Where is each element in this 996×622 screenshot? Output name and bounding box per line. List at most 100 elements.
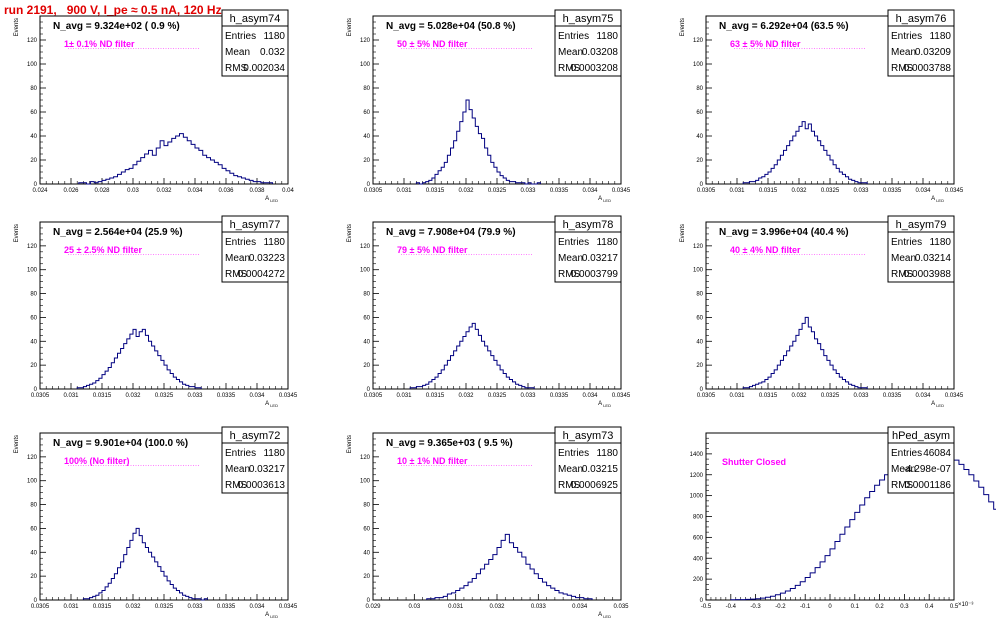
stats-label: Mean [225, 47, 250, 58]
histogram-bin [790, 141, 793, 184]
stats-value: 0.03217 [249, 464, 286, 475]
histogram-bin [108, 368, 111, 389]
histogram-bin [494, 360, 497, 389]
histogram-bin [808, 124, 811, 184]
histogram-bin [765, 379, 768, 389]
histogram-bin [827, 360, 830, 389]
x-tick-label: 0.0335 [550, 188, 569, 194]
histogram-bin [762, 382, 765, 389]
stats-label: Entries [558, 237, 589, 248]
stats-box-frame [887, 215, 955, 283]
x-tick-label: 0 [828, 604, 832, 610]
histogram-bin [865, 498, 870, 600]
histogram-bin [79, 183, 83, 184]
histogram-bin [509, 543, 513, 600]
histogram-bin [413, 388, 416, 389]
histogram-name: h_asym77 [230, 219, 281, 231]
y-tick-label: 20 [30, 158, 37, 164]
histogram-bin [861, 388, 864, 389]
histogram-bin [142, 329, 145, 389]
histogram-bin [187, 141, 191, 184]
y-tick-label: 100 [27, 62, 38, 68]
histogram-bin [839, 377, 842, 389]
histogram-bin [170, 373, 173, 389]
histogram-bin [423, 183, 426, 184]
x-tick-label: 0.024 [32, 188, 48, 194]
x-tick-label: 0.1 [851, 604, 860, 610]
stats-label: Mean [225, 253, 250, 264]
x-axis-title: A LED [931, 401, 944, 408]
y-tick-label: 100 [360, 268, 371, 274]
stats-box-frame [221, 215, 289, 283]
histogram-bin [780, 360, 783, 389]
histogram-bin [149, 150, 153, 184]
histogram-bin [432, 178, 435, 184]
x-tick-label: -0.2 [775, 604, 786, 610]
y-tick-label: 20 [363, 574, 370, 580]
y-tick-label: 40 [696, 339, 703, 345]
stats-value: 0.03208 [582, 47, 619, 58]
stats-value: 0.0003988 [904, 269, 952, 280]
y-tick-label: 80 [30, 503, 37, 509]
histogram-bin [249, 180, 253, 184]
histogram-bin [509, 182, 512, 184]
y-tick-label: 1000 [690, 494, 704, 500]
y-tick-label: 40 [30, 550, 37, 556]
x-tick-label: 0.029 [365, 604, 381, 610]
histogram-bin [199, 150, 203, 184]
histogram-bin [105, 371, 108, 389]
histogram-bin [576, 598, 580, 600]
histogram-bin [785, 591, 790, 600]
histogram-bin [195, 599, 198, 600]
histogram-bin [475, 329, 478, 389]
histogram-bin [830, 549, 835, 600]
y-axis-title: Events [680, 224, 686, 242]
histogram-bin [799, 329, 802, 389]
n-avg-label: N_avg = 7.908e+04 (79.9 %) [386, 227, 516, 238]
x-tick-label: 0.0345 [945, 188, 964, 194]
x-tick-label: 0.4 [925, 604, 934, 610]
x-tick-label: 0.0335 [883, 393, 902, 399]
histogram-bin [506, 377, 509, 389]
histogram-bin [538, 579, 542, 600]
histogram-bin [257, 182, 261, 184]
y-tick-label: 80 [30, 86, 37, 92]
stats-label: RMS [891, 63, 914, 74]
filter-label: 40 ± 4% ND filter [730, 245, 801, 255]
histogram-series-line [742, 121, 868, 184]
filter-label: 25 ± 2.5% ND filter [64, 245, 142, 255]
histogram-bin [516, 183, 519, 184]
histogram-bin [830, 365, 833, 389]
x-tick-label: 0.034 [249, 393, 265, 399]
stats-box: h_asym72 Entries 1180 Mean0.03217RMS0.00036… [221, 426, 289, 494]
y-tick-label: 100 [360, 62, 371, 68]
histogram-bin [542, 582, 546, 600]
x-tick-label: 0.031 [63, 393, 79, 399]
stats-value: 1180 [596, 31, 618, 42]
y-axis-title: Events [14, 224, 20, 242]
histogram-bin [818, 141, 821, 184]
histogram-bin [238, 177, 242, 184]
histogram-bin [522, 557, 526, 600]
histogram-bin [513, 382, 516, 389]
histogram-bin [168, 142, 172, 184]
histogram-bin [90, 598, 93, 600]
histogram-bin [265, 183, 269, 184]
histogram-bin [984, 495, 989, 600]
histogram-bin [528, 388, 531, 389]
histogram-bin [787, 351, 790, 389]
x-tick-label: 0.0345 [612, 188, 631, 194]
run-title: run 2191, 900 V, I_pe ≈ 0.5 nA, 120 Hz [4, 3, 222, 17]
histogram-series-line [742, 316, 868, 389]
stats-box: h_asym78 Entries 1180 Mean0.03217RMS0.00037… [554, 215, 622, 283]
x-tick-label: 0.032 [458, 393, 474, 399]
stats-box: h_asym73 Entries 1180 Mean0.03215RMS0.00069… [554, 426, 622, 494]
histogram-bin [192, 599, 195, 600]
y-tick-label: 40 [30, 339, 37, 345]
x-axis-title: A LED [598, 612, 611, 619]
histogram-bin [149, 341, 152, 389]
histogram-bin [526, 564, 530, 600]
histogram-bin [759, 383, 762, 389]
histogram-bin [885, 475, 890, 600]
stats-label: Mean [891, 253, 916, 264]
